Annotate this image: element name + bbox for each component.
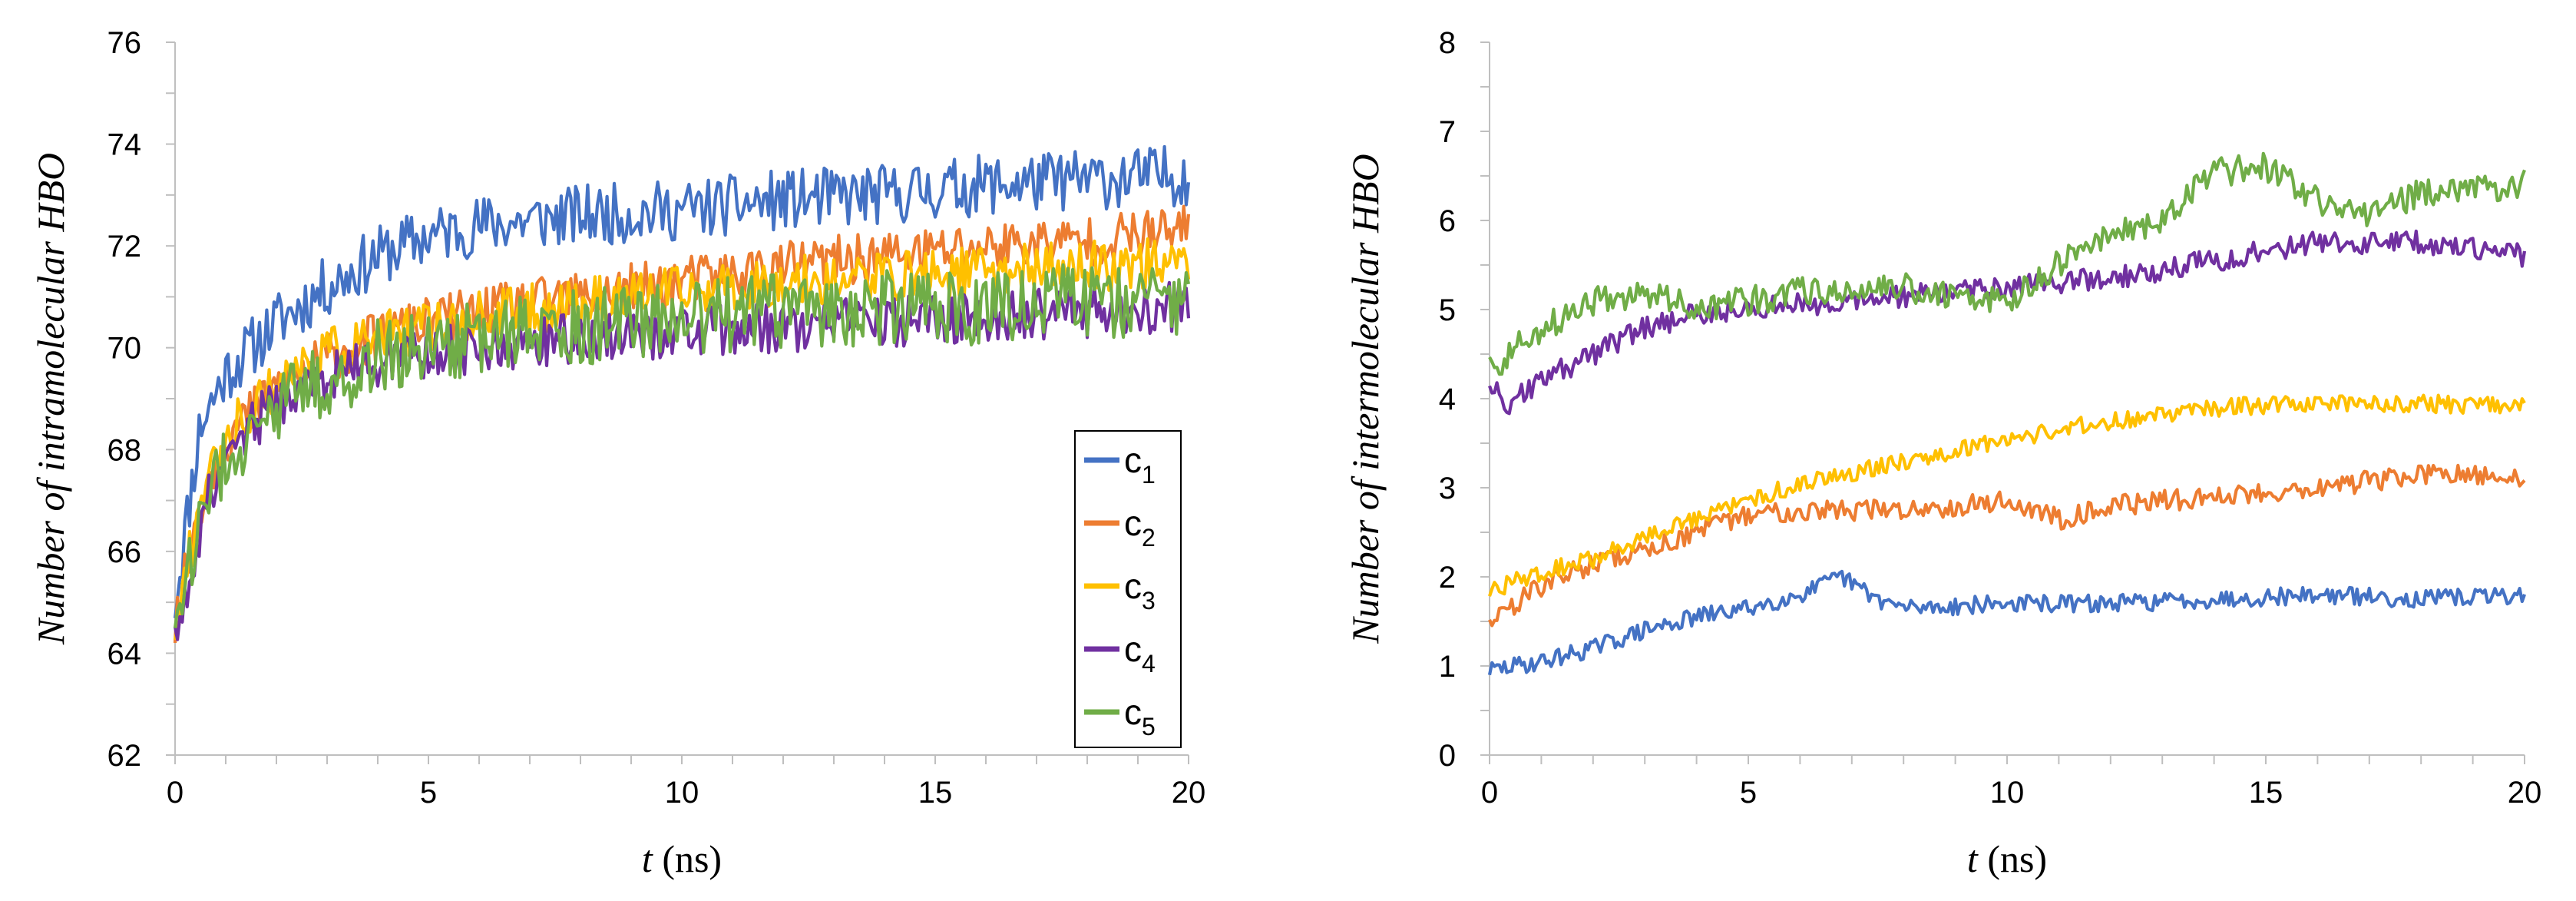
- y-tick-label: 5: [1439, 293, 1456, 327]
- series-line-c2: [173, 204, 1191, 644]
- series-line-c5: [173, 263, 1191, 628]
- x-tick-label: 0: [167, 776, 184, 810]
- y-tick-label: 0: [1439, 739, 1456, 773]
- y-tick-label: 1: [1439, 650, 1456, 684]
- y-tick-label: 74: [107, 128, 142, 162]
- series-line-c1: [173, 144, 1191, 619]
- x-tick-label: 0: [1481, 776, 1498, 810]
- legend-box: [1074, 430, 1182, 748]
- series-line-c1: [1487, 569, 2526, 676]
- y-tick-label: 2: [1439, 561, 1456, 595]
- x-tick-label: 20: [2508, 776, 2542, 810]
- legend: c1 c2 c3 c4 c5: [1074, 430, 1182, 748]
- legend-label-c3: c3: [1124, 566, 1156, 614]
- x-axis-unit: (ns): [1978, 837, 2047, 880]
- y-tick-label: 70: [107, 332, 142, 366]
- legend-label-c5: c5: [1124, 692, 1156, 740]
- series-line-c5: [1488, 151, 2526, 376]
- y-tick-label: 66: [107, 535, 142, 569]
- intramolecular-hbo-chart: 0 5 10 15 20 62 64 66 68 70 72 74 76 t (ns) Number of …: [29, 26, 1205, 880]
- x-tick-label: 10: [1990, 776, 2025, 810]
- y-tick-label: 3: [1439, 472, 1456, 505]
- y-tick-label: 6: [1439, 204, 1456, 238]
- y-tick-label: 76: [107, 26, 142, 60]
- series-line-c3: [1488, 393, 2526, 597]
- legend-label-c1: c1: [1124, 440, 1156, 489]
- series-line-c4: [1488, 229, 2527, 416]
- x-tick-label: 5: [1740, 776, 1757, 810]
- series-line-c2: [1488, 463, 2526, 628]
- x-axis-title: t (ns): [1967, 837, 2047, 880]
- x-tick-label: 15: [918, 776, 953, 810]
- x-tick-label: 20: [1172, 776, 1206, 810]
- x-axis-variable: t: [1967, 837, 1979, 880]
- y-axis-title: Number of intramolecular HBO: [29, 153, 72, 645]
- y-tick-label: 64: [107, 637, 142, 671]
- y-axis-title: Number of intermolecular HBO: [1344, 154, 1387, 644]
- legend-label-c4: c4: [1124, 629, 1156, 677]
- x-axis-variable: t: [642, 837, 653, 880]
- intermolecular-hbo-chart: 0 5 10 15 20 0 1 2 3 4 5 6 7 8 t (ns) Number of intermo…: [1344, 26, 2541, 880]
- x-axis-unit: (ns): [653, 837, 722, 880]
- y-tick-label: 8: [1439, 26, 1456, 60]
- x-tick-label: 10: [665, 776, 699, 810]
- x-axis-title: t (ns): [642, 837, 722, 880]
- x-tick-label: 15: [2249, 776, 2283, 810]
- y-tick-label: 7: [1439, 115, 1456, 149]
- y-tick-label: 68: [107, 433, 142, 467]
- x-tick-label: 5: [420, 776, 437, 810]
- legend-label-c2: c2: [1124, 503, 1156, 552]
- y-tick-label: 4: [1439, 383, 1456, 416]
- y-tick-label: 72: [107, 230, 142, 263]
- y-tick-label: 62: [107, 739, 142, 773]
